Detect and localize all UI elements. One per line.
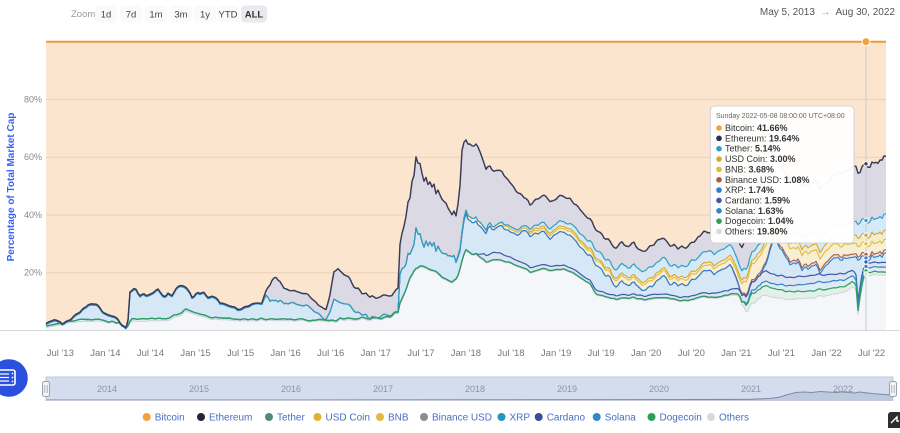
svg-text:Jul '18: Jul '18 bbox=[497, 348, 524, 359]
svg-text:Jul '22: Jul '22 bbox=[858, 348, 885, 359]
svg-text:May 5, 2013 → Aug 30, 2022: May 5, 2013 → Aug 30, 2022 bbox=[760, 7, 896, 18]
svg-text:2019: 2019 bbox=[557, 384, 577, 394]
svg-text:XRP: 1.74%: XRP: 1.74% bbox=[725, 185, 774, 195]
svg-text:Jul '14: Jul '14 bbox=[137, 348, 164, 359]
svg-text:Solana: Solana bbox=[605, 413, 637, 424]
svg-text:1m: 1m bbox=[149, 10, 162, 21]
svg-text:80%: 80% bbox=[24, 95, 42, 105]
svg-text:1y: 1y bbox=[200, 10, 210, 21]
svg-text:Ethereum: 19.64%: Ethereum: 19.64% bbox=[725, 133, 800, 143]
svg-text:Tether: 5.14%: Tether: 5.14% bbox=[725, 144, 781, 154]
svg-text:2014: 2014 bbox=[97, 384, 117, 394]
svg-text:YTD: YTD bbox=[219, 10, 238, 21]
svg-text:Jan '18: Jan '18 bbox=[451, 348, 481, 359]
svg-text:Cardano: 1.59%: Cardano: 1.59% bbox=[725, 195, 790, 205]
svg-text:ALL: ALL bbox=[245, 10, 264, 21]
svg-text:Percentage of Total Market Cap: Percentage of Total Market Cap bbox=[6, 113, 17, 262]
svg-text:Jan '14: Jan '14 bbox=[90, 348, 120, 359]
svg-text:USD Coin: 3.00%: USD Coin: 3.00% bbox=[725, 154, 796, 164]
svg-text:Jul '17: Jul '17 bbox=[407, 348, 434, 359]
svg-text:Jan '20: Jan '20 bbox=[631, 348, 661, 359]
svg-text:2021: 2021 bbox=[741, 384, 761, 394]
svg-text:60%: 60% bbox=[24, 152, 42, 162]
svg-text:Cardano: Cardano bbox=[547, 413, 586, 424]
svg-text:2015: 2015 bbox=[189, 384, 209, 394]
svg-text:Bitcoin: Bitcoin bbox=[155, 413, 185, 424]
svg-text:Jul '15: Jul '15 bbox=[227, 348, 254, 359]
svg-text:2017: 2017 bbox=[373, 384, 393, 394]
svg-text:Jan '17: Jan '17 bbox=[361, 348, 391, 359]
svg-text:40%: 40% bbox=[24, 210, 42, 220]
svg-text:2020: 2020 bbox=[649, 384, 669, 394]
svg-text:Binance USD: Binance USD bbox=[432, 413, 492, 424]
svg-text:Jul '13: Jul '13 bbox=[47, 348, 74, 359]
svg-text:2016: 2016 bbox=[281, 384, 301, 394]
svg-text:Jul '16: Jul '16 bbox=[317, 348, 344, 359]
svg-text:20%: 20% bbox=[24, 268, 42, 278]
svg-text:3m: 3m bbox=[174, 10, 187, 21]
svg-text:Jan '22: Jan '22 bbox=[811, 348, 841, 359]
svg-text:Bitcoin: 41.66%: Bitcoin: 41.66% bbox=[725, 123, 788, 133]
svg-text:BNB: 3.68%: BNB: 3.68% bbox=[725, 164, 774, 174]
svg-text:BNB: BNB bbox=[388, 413, 409, 424]
svg-text:2022: 2022 bbox=[833, 384, 853, 394]
svg-text:7d: 7d bbox=[126, 10, 137, 21]
svg-text:Jul '19: Jul '19 bbox=[588, 348, 615, 359]
svg-text:Sunday 2022-05-08 08:00:00 UTC: Sunday 2022-05-08 08:00:00 UTC+08:00 bbox=[716, 113, 845, 120]
svg-text:Jul '20: Jul '20 bbox=[678, 348, 705, 359]
svg-text:XRP: XRP bbox=[510, 413, 531, 424]
svg-text:Jul '21: Jul '21 bbox=[768, 348, 795, 359]
svg-text:Dogecoin: Dogecoin bbox=[660, 413, 702, 424]
svg-text:Tether: Tether bbox=[277, 413, 305, 424]
svg-text:Ethereum: Ethereum bbox=[209, 413, 252, 424]
svg-text:Solana: 1.63%: Solana: 1.63% bbox=[725, 206, 784, 216]
svg-text:Jan '16: Jan '16 bbox=[270, 348, 300, 359]
svg-text:Jan '21: Jan '21 bbox=[721, 348, 751, 359]
svg-text:1d: 1d bbox=[101, 10, 112, 21]
svg-text:Others: 19.80%: Others: 19.80% bbox=[725, 227, 788, 237]
svg-text:USD Coin: USD Coin bbox=[326, 413, 370, 424]
svg-text:Others: Others bbox=[719, 413, 749, 424]
svg-text:Jan '19: Jan '19 bbox=[541, 348, 571, 359]
svg-text:Zoom: Zoom bbox=[71, 9, 95, 20]
svg-text:Jan '15: Jan '15 bbox=[180, 348, 210, 359]
svg-text:Dogecoin: 1.04%: Dogecoin: 1.04% bbox=[725, 216, 794, 226]
svg-text:Binance USD: 1.08%: Binance USD: 1.08% bbox=[725, 175, 810, 185]
svg-text:2018: 2018 bbox=[465, 384, 485, 394]
